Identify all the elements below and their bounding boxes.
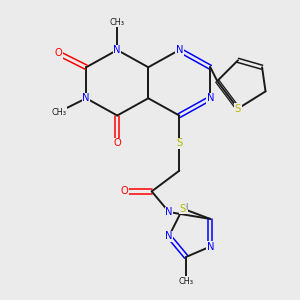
Text: N: N <box>207 242 214 252</box>
Text: N: N <box>113 45 121 55</box>
Text: O: O <box>113 138 121 148</box>
Text: O: O <box>120 186 128 197</box>
Text: S: S <box>235 103 241 114</box>
Text: N: N <box>176 45 183 55</box>
Text: N: N <box>207 93 214 103</box>
Text: N: N <box>165 231 173 241</box>
Text: O: O <box>55 48 62 59</box>
Text: N: N <box>82 93 90 103</box>
Text: H: H <box>181 203 188 212</box>
Text: CH₃: CH₃ <box>51 108 66 117</box>
Text: CH₃: CH₃ <box>179 277 194 286</box>
Text: S: S <box>180 204 186 214</box>
Text: S: S <box>176 138 182 148</box>
Text: CH₃: CH₃ <box>110 18 125 27</box>
Text: N: N <box>165 207 173 217</box>
